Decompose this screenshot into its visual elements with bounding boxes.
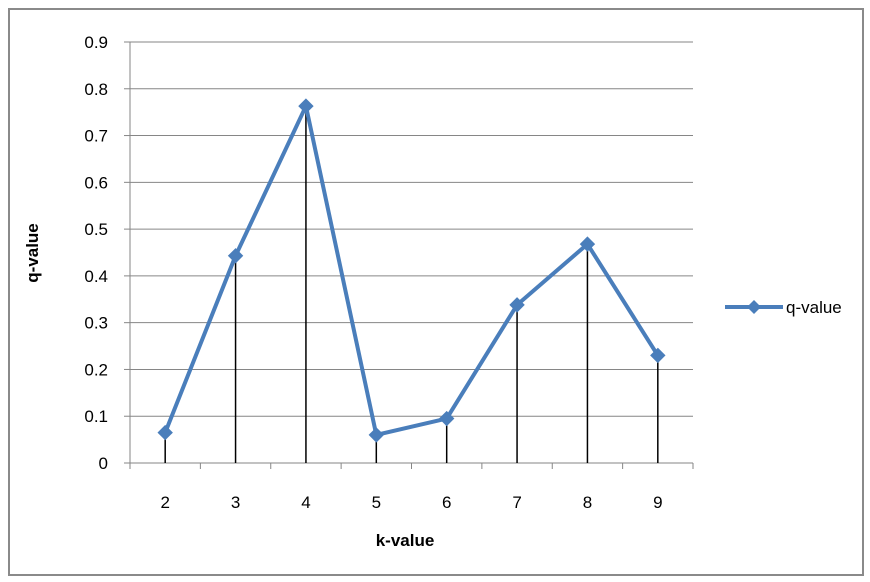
y-tick-label: 0.1: [84, 407, 108, 426]
x-tick-label: 3: [231, 493, 240, 512]
data-point: [368, 427, 385, 443]
data-point: [157, 424, 173, 441]
y-tick-label: 0: [99, 454, 108, 473]
tick-labels: 0 0.1 0.2 0.3 0.4 0.5 0.6 0.7 0.8 0.9 2 3 4 5 6 7 8 9: [84, 33, 662, 512]
x-tick-label: 6: [442, 493, 451, 512]
x-tick-label: 7: [512, 493, 521, 512]
x-tick-label: 4: [301, 493, 310, 512]
y-tick-label: 0.2: [84, 360, 108, 379]
y-tick-label: 0.7: [84, 127, 108, 146]
y-tick-label: 0.4: [84, 267, 108, 286]
series-line: [163, 104, 660, 437]
y-tick-label: 0.3: [84, 314, 108, 333]
legend: q-value: [725, 298, 842, 317]
data-point: [509, 297, 525, 313]
legend-marker: [747, 300, 761, 314]
legend-label: q-value: [786, 298, 842, 317]
y-axis-title: q-value: [23, 223, 42, 283]
data-point: [227, 248, 244, 264]
axes: [124, 41, 694, 469]
x-tick-label: 9: [653, 493, 662, 512]
data-point: [650, 347, 666, 364]
x-tick-label: 2: [160, 493, 169, 512]
x-tick-label: 5: [372, 493, 381, 512]
x-tick-label: 8: [583, 493, 592, 512]
y-tick-label: 0.9: [84, 33, 108, 52]
y-tick-label: 0.6: [84, 173, 108, 192]
x-axis-title: k-value: [376, 531, 435, 550]
gridlines: [130, 41, 693, 417]
data-point: [579, 236, 596, 252]
y-tick-label: 0.5: [84, 220, 108, 239]
series-q-value: [157, 98, 666, 443]
drop-lines: [164, 106, 659, 463]
y-tick-label: 0.8: [84, 80, 108, 99]
data-point: [438, 410, 455, 427]
data-point: [298, 98, 314, 114]
chart-frame: [8, 8, 864, 576]
